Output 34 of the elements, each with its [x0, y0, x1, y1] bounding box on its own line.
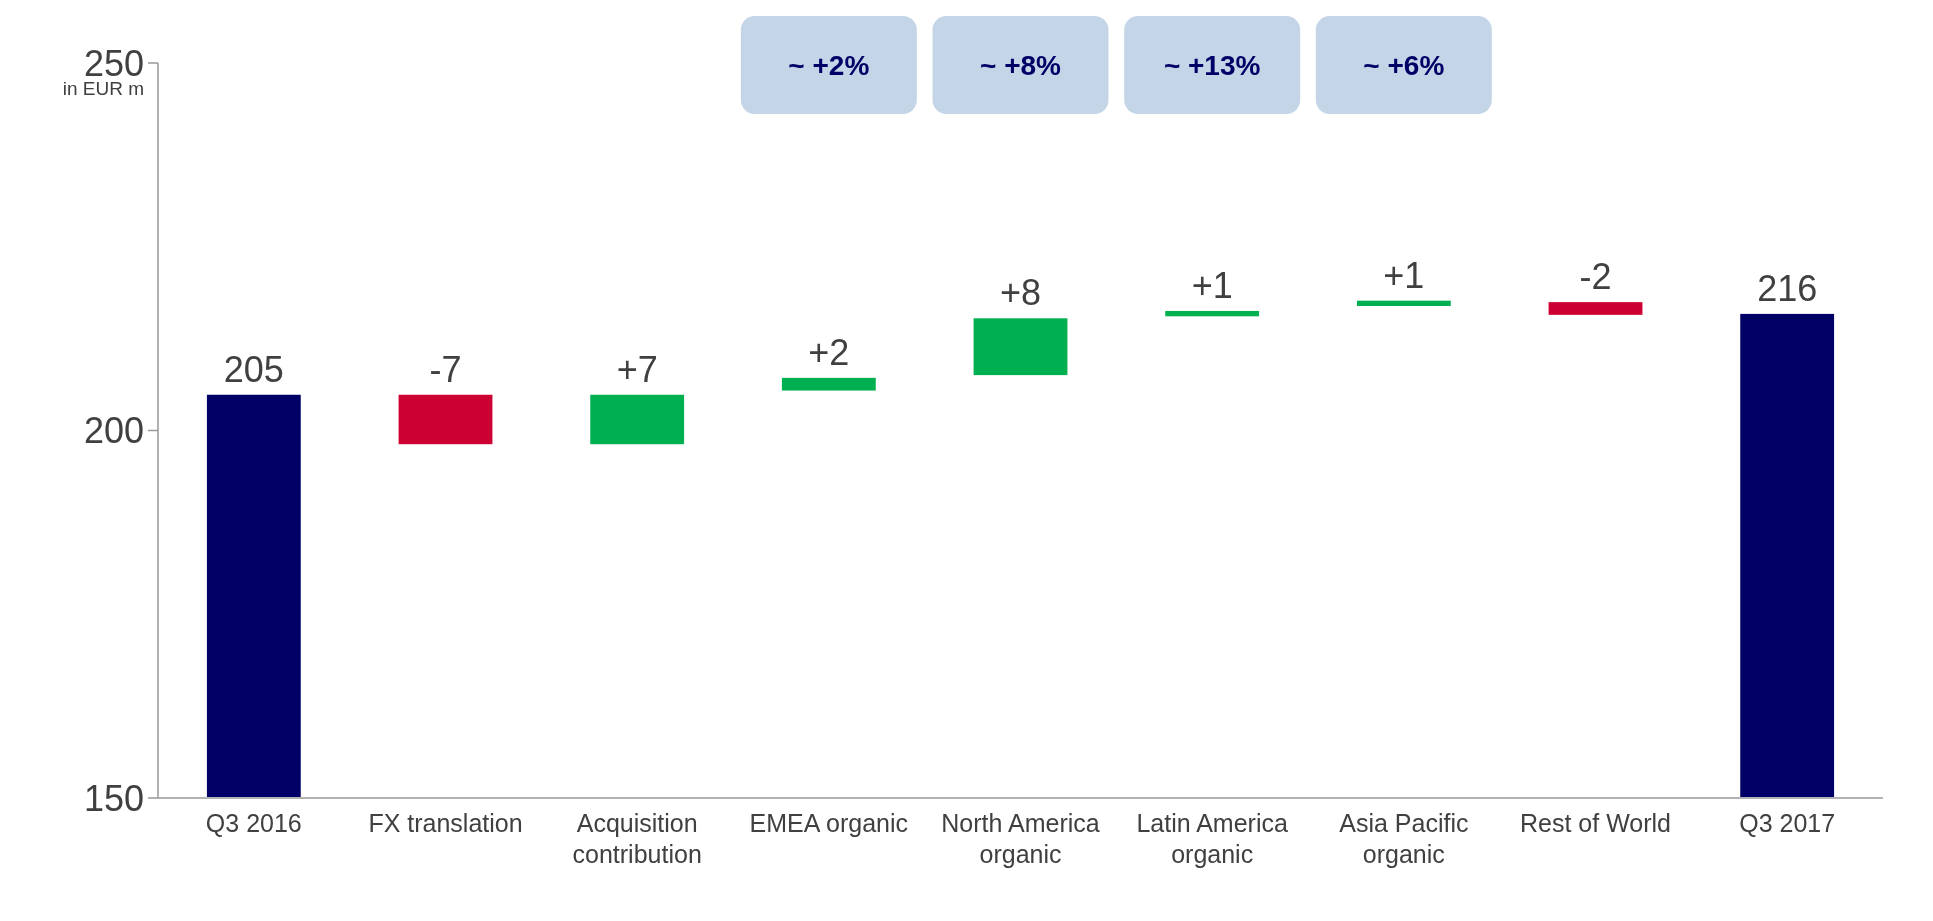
bar [779, 375, 878, 393]
data-label: +8 [999, 272, 1042, 314]
y-axis-title: in EUR m [62, 78, 144, 99]
data-label: -2 [1579, 256, 1612, 298]
x-tick-label: FX translation [368, 809, 523, 837]
annotation: ~ +13% [1163, 49, 1261, 81]
bar [396, 392, 495, 447]
bar [1163, 308, 1262, 319]
bar [971, 316, 1070, 378]
bar [588, 392, 687, 447]
data-label: 216 [1757, 267, 1818, 309]
x-tick-label: North America organic [941, 809, 1100, 868]
x-tick-label: EMEA organic [749, 809, 909, 837]
x-tick-label: Asia Pacific organic [1339, 809, 1469, 868]
x-tick-label: Q3 2017 [1739, 809, 1836, 837]
x-tick-label: Q3 2016 [205, 809, 302, 837]
data-label: -7 [429, 348, 462, 390]
x-tick-label: Acquisition contribution [572, 809, 702, 868]
y-tick-label: 200 [83, 410, 144, 452]
annotation: ~ +8% [980, 49, 1062, 81]
data-label: +7 [616, 348, 658, 390]
y-tick-label: 150 [83, 777, 144, 819]
x-tick-label: Rest of World [1520, 809, 1671, 837]
bar [1738, 311, 1837, 799]
bar [1546, 300, 1645, 317]
bar [204, 392, 303, 799]
data-label: +2 [808, 331, 850, 373]
data-label: +1 [1383, 254, 1425, 296]
annotation: ~ +2% [788, 49, 870, 81]
x-tick-label: Latin America organic [1136, 809, 1288, 868]
data-label: +1 [1191, 264, 1233, 306]
data-label: 205 [223, 348, 284, 390]
annotation: ~ +6% [1363, 49, 1445, 81]
bar [1354, 298, 1453, 309]
